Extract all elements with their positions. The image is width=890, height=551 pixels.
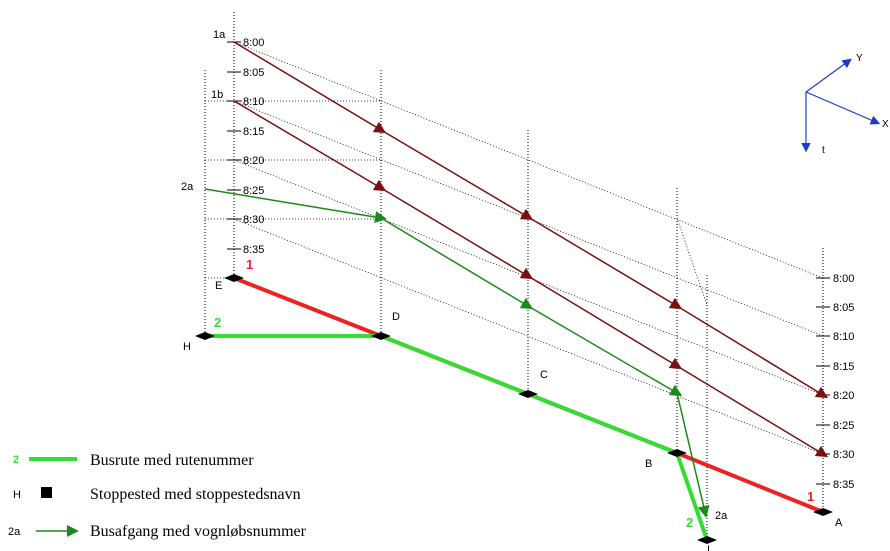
axis-t-label: t xyxy=(822,145,825,156)
stop-markers xyxy=(195,274,833,544)
right-time-axis: 8:00 8:05 8:10 8:15 8:20 8:25 8:30 8:35 xyxy=(816,273,854,491)
stop-B-marker xyxy=(667,449,687,457)
top-tick-label: 8:30 xyxy=(243,214,264,226)
right-tick-label: 8:20 xyxy=(833,390,854,402)
right-tick-label: 8:30 xyxy=(833,449,854,461)
departure-2a-label: 2a xyxy=(181,181,194,193)
stop-A-marker xyxy=(813,508,833,516)
stop-D-label: D xyxy=(392,311,400,323)
top-time-axis: 8:00 8:05 8:10 8:15 8:20 8:25 8:30 8:35 xyxy=(227,37,264,256)
stop-C-marker xyxy=(518,390,538,398)
stop-H-marker xyxy=(195,332,215,340)
departure-2a-end-label: 2a xyxy=(715,510,728,522)
legend-route-symbol: 2 xyxy=(13,454,19,466)
isochrone-lines xyxy=(205,41,824,455)
stop-E-marker xyxy=(224,274,244,282)
isochrone-820 xyxy=(233,159,824,396)
stop-H-label: H xyxy=(183,341,191,353)
route-2-end-label: 2 xyxy=(686,515,693,530)
departure-1a xyxy=(233,41,829,399)
axes-key xyxy=(801,58,881,153)
top-tick-label: 8:15 xyxy=(243,126,264,138)
route-1-start-label: 1 xyxy=(246,257,253,272)
legend-stop-square xyxy=(41,487,52,498)
isochrone-830 xyxy=(233,218,824,455)
stop-C-label: C xyxy=(540,369,548,381)
axis-x-label: X xyxy=(882,119,889,130)
right-tick-label: 8:10 xyxy=(833,331,854,343)
isochrone-810 xyxy=(233,100,824,337)
legend-stop-symbol: H xyxy=(13,489,21,501)
axis-x-arrow xyxy=(805,91,881,125)
stop-D-marker xyxy=(371,332,391,340)
isochrone-800 xyxy=(233,41,824,279)
top-tick-label: 8:10 xyxy=(243,96,264,108)
stop-E-label: E xyxy=(215,280,222,292)
right-tick-label: 8:05 xyxy=(833,302,854,314)
legend-stop-text: Stoppested med stoppestedsnavn xyxy=(90,486,301,503)
top-tick-label: 8:35 xyxy=(243,244,264,256)
top-tick-label: 8:20 xyxy=(243,155,264,167)
departure-1a-label: 1a xyxy=(213,29,226,41)
top-tick-label: 8:25 xyxy=(243,185,264,197)
stop-A-label: A xyxy=(835,517,843,529)
right-tick-label: 8:25 xyxy=(833,420,854,432)
route-2-start-label: 2 xyxy=(214,315,221,330)
legend-departure-text: Busafgang med vognløbsnummer xyxy=(90,523,307,540)
stop-I-marker xyxy=(697,536,717,544)
departure-1b-label: 1b xyxy=(211,89,223,101)
legend-departure-symbol: 2a xyxy=(8,526,21,538)
route-1-end-label: 1 xyxy=(807,489,814,504)
axis-y-arrow xyxy=(805,58,852,93)
stop-I-label: I xyxy=(707,544,710,551)
departure-1b xyxy=(233,100,829,458)
departure-2a xyxy=(204,188,710,518)
stop-time-columns xyxy=(204,12,824,540)
stop-B-label: B xyxy=(645,458,652,470)
top-tick-label: 8:00 xyxy=(243,37,264,49)
top-tick-label: 8:05 xyxy=(243,67,264,79)
cross-guide-B xyxy=(676,217,708,306)
right-tick-label: 8:35 xyxy=(833,479,854,491)
right-tick-label: 8:15 xyxy=(833,361,854,373)
axis-y-label: Y xyxy=(856,53,863,64)
legend: 2 Busrute med rutenummer H Stoppested me… xyxy=(8,452,307,540)
right-tick-label: 8:00 xyxy=(833,273,854,285)
legend-route-text: Busrute med rutenummer xyxy=(90,452,254,469)
